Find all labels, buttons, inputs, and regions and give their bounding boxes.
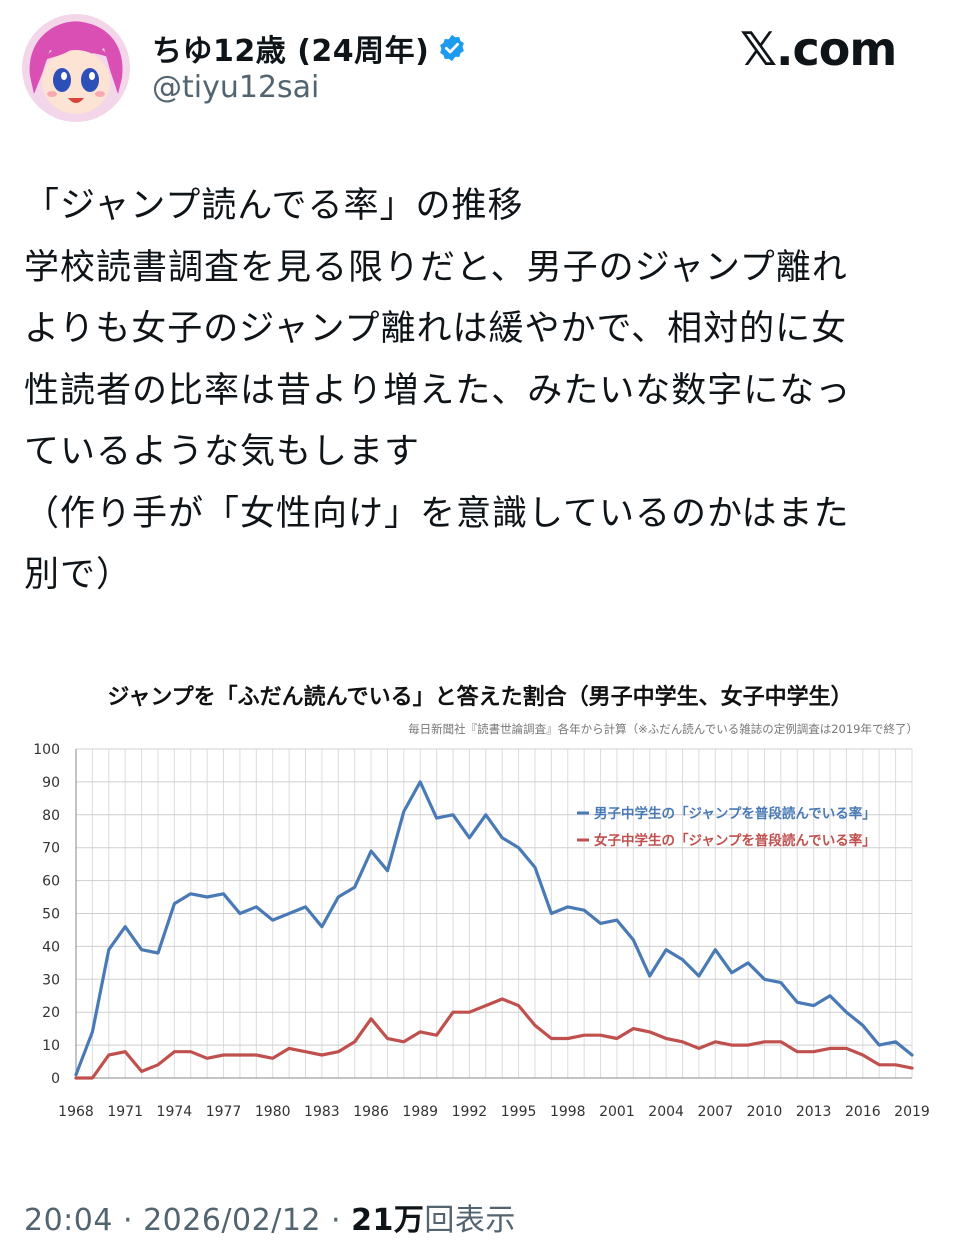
x-tick-label: 1983	[304, 1104, 340, 1120]
attached-chart-image[interactable]: ジャンプを「ふだん読んでいる」と答えた割合（男子中学生、女子中学生） 毎日新聞社…	[0, 660, 960, 1130]
legend-label: 女子中学生の「ジャンプを普段読んでいる率」	[594, 832, 876, 849]
x-tick-label: 2004	[648, 1104, 684, 1120]
x-logo[interactable]: 𝕏.com	[740, 22, 897, 76]
y-tick-label: 10	[42, 1038, 60, 1054]
y-tick-label: 40	[42, 939, 60, 955]
y-tick-label: 30	[42, 972, 60, 988]
post-text-line: 性読者の比率は昔より増えた、みたいな数字になっ	[24, 370, 852, 411]
avatar[interactable]	[22, 14, 130, 122]
post-text: 「ジャンプ読んでる率」の推移 学校読書調査を見る限りだと、男子のジャンプ離れ よ…	[24, 176, 936, 607]
views-label[interactable]: 回表示	[424, 1203, 516, 1238]
x-tick-label: 2019	[894, 1104, 930, 1120]
post-meta: 20:04 · 2026/02/12 · 21万回表示	[24, 1195, 516, 1239]
author-handle[interactable]: @tiyu12sai	[152, 70, 320, 105]
x-tick-label: 2010	[747, 1104, 783, 1120]
x-tick-label: 1977	[206, 1104, 242, 1120]
series-line-girls	[74, 997, 914, 1080]
post-text-line: よりも女子のジャンプ離れは緩やかで、相対的に女	[24, 309, 848, 349]
x-tick-label: 2016	[845, 1104, 881, 1120]
x-tick-label: 1986	[353, 1104, 389, 1120]
y-tick-label: 70	[42, 841, 60, 857]
views-count[interactable]: 21万	[351, 1203, 425, 1238]
y-tick-label: 20	[42, 1005, 60, 1021]
line-chart: ジャンプを「ふだん読んでいる」と答えた割合（男子中学生、女子中学生） 毎日新聞社…	[0, 660, 960, 1130]
post-header: ちゆ12歳 (24周年) @tiyu12sai 𝕏.com	[0, 0, 960, 140]
x-tick-label: 1998	[550, 1104, 586, 1120]
anime-girl-avatar-icon	[22, 14, 130, 122]
post-text-line: ているような気もします	[24, 432, 421, 472]
post-text-line: （作り手が「女性向け」を意識しているのかはまた	[24, 493, 850, 534]
post-text-line: 別で）	[24, 555, 133, 595]
x-tick-label: 2013	[796, 1104, 832, 1120]
x-tick-label: 1971	[107, 1104, 143, 1120]
post-text-line: 「ジャンプ読んでる率」の推移	[24, 186, 524, 226]
x-tick-label: 1989	[402, 1104, 438, 1120]
y-tick-label: 100	[33, 742, 60, 758]
y-tick-label: 0	[51, 1071, 60, 1087]
y-tick-label: 60	[42, 874, 60, 890]
x-tick-label: 1974	[157, 1104, 193, 1120]
chart-subtitle: 毎日新聞社『読書世論調査』各年から計算（※ふだん読んでいる雑誌の定例調査は201…	[408, 722, 918, 736]
post-text-line: 学校読書調査を見る限りだと、男子のジャンプ離れ	[24, 247, 848, 288]
x-tick-label: 1980	[255, 1104, 291, 1120]
post-time[interactable]: 20:04	[24, 1203, 113, 1238]
y-tick-label: 90	[42, 775, 60, 791]
meta-separator: ·	[321, 1203, 352, 1238]
x-tick-label: 1992	[452, 1104, 488, 1120]
verified-badge-icon	[440, 34, 465, 62]
x-tick-label: 2007	[697, 1104, 733, 1120]
x-tick-label: 1968	[58, 1104, 94, 1120]
x-tick-label: 1995	[501, 1104, 537, 1120]
y-tick-label: 50	[42, 907, 60, 923]
author-display-name[interactable]: ちゆ12歳 (24周年)	[152, 34, 430, 69]
author-name-row[interactable]: ちゆ12歳 (24周年)	[152, 26, 467, 70]
y-tick-label: 80	[42, 808, 60, 824]
meta-separator: ·	[112, 1203, 144, 1238]
legend-label: 男子中学生の「ジャンプを普段読んでいる率」	[594, 805, 876, 822]
series-line-boys	[74, 780, 914, 1077]
post-date[interactable]: 2026/02/12	[143, 1203, 321, 1238]
chart-title: ジャンプを「ふだん読んでいる」と答えた割合（男子中学生、女子中学生）	[107, 684, 852, 710]
x-tick-label: 2001	[599, 1104, 635, 1120]
